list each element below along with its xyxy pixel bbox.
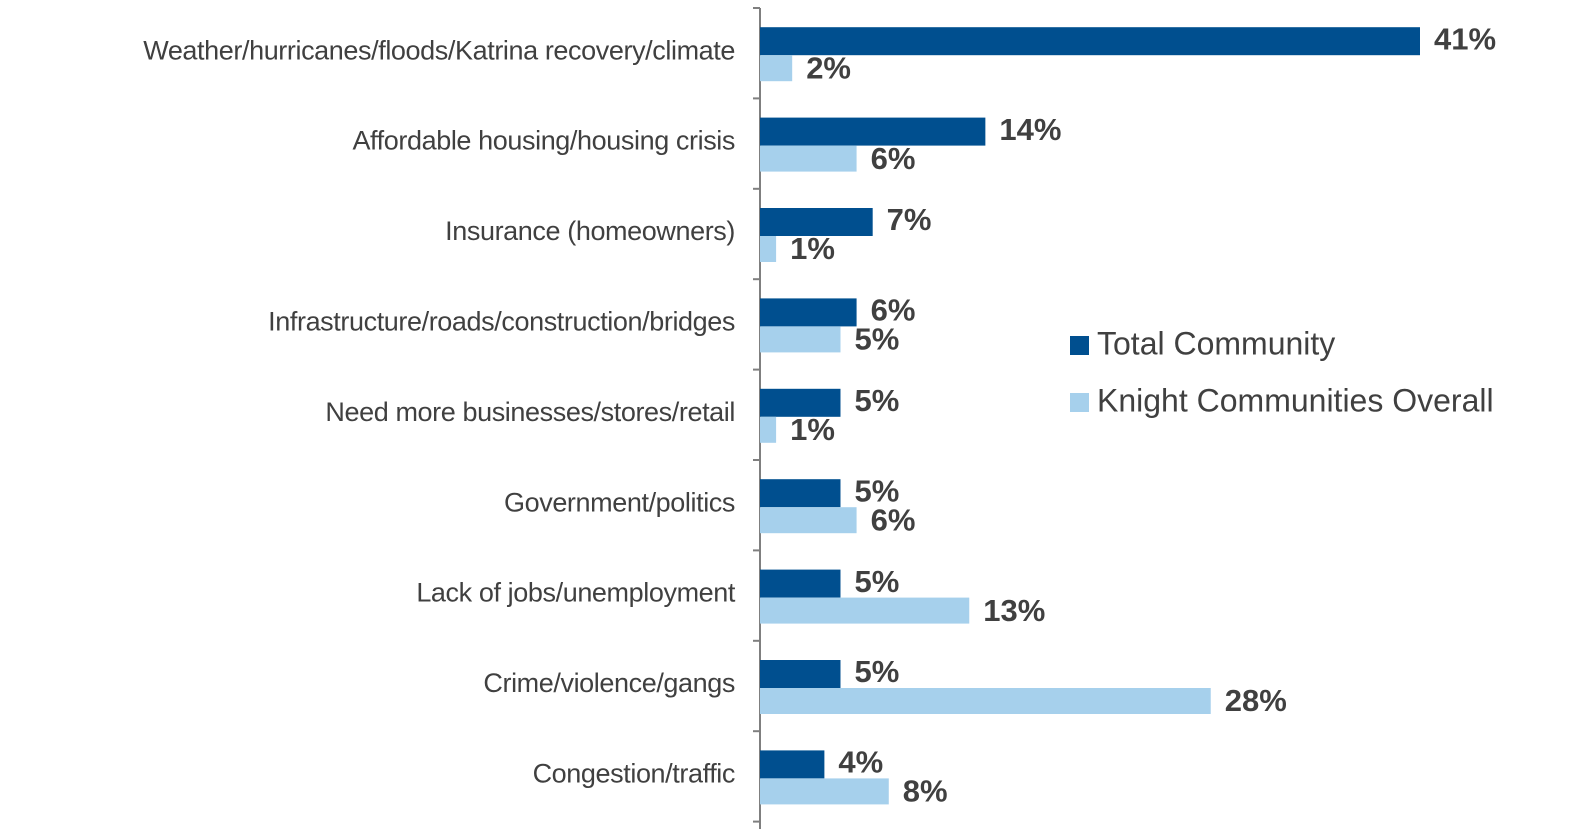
value-label: 5% (854, 564, 899, 599)
bar (760, 117, 986, 146)
category-label: Government/politics (504, 487, 735, 517)
value-label: 5% (854, 383, 899, 418)
value-label: 8% (903, 774, 948, 809)
bar (760, 569, 841, 598)
category-label: Affordable housing/housing crisis (352, 126, 735, 156)
bar (760, 507, 857, 534)
category-label: Congestion/traffic (533, 759, 735, 789)
value-label: 2% (806, 50, 851, 85)
bar (760, 27, 1420, 56)
bar (760, 388, 841, 417)
bar (760, 688, 1211, 714)
category-label: Need more businesses/stores/retail (325, 397, 735, 427)
bar (760, 660, 841, 688)
category-label: Crime/violence/gangs (483, 668, 735, 698)
value-label: 1% (790, 412, 835, 447)
legend-swatch (1070, 393, 1089, 412)
bar (760, 750, 825, 779)
bar (760, 298, 857, 327)
category-label: Infrastructure/roads/construction/bridge… (268, 307, 735, 337)
value-label: 13% (983, 593, 1045, 628)
bar (760, 145, 857, 172)
category-label: Insurance (homeowners) (445, 216, 735, 246)
bar (760, 778, 889, 805)
bar (760, 55, 793, 82)
value-label: 4% (838, 745, 883, 780)
value-label: 41% (1434, 21, 1496, 56)
value-label: 6% (871, 141, 916, 176)
value-label: 6% (871, 293, 916, 328)
value-label: 14% (999, 112, 1061, 147)
category-label: Weather/hurricanes/floods/Katrina recove… (143, 35, 735, 65)
legend-label: Knight Communities Overall (1097, 382, 1494, 418)
value-label: 1% (790, 231, 835, 266)
bar (760, 479, 841, 508)
bar (760, 236, 777, 262)
category-label: Lack of jobs/unemployment (416, 578, 736, 608)
bar (760, 326, 841, 353)
legend-label: Total Community (1097, 325, 1335, 361)
legend-swatch (1070, 336, 1089, 355)
value-label: 5% (854, 322, 899, 357)
value-label: 7% (887, 202, 932, 237)
bar (760, 597, 970, 624)
value-label: 6% (871, 502, 916, 537)
value-label: 5% (854, 473, 899, 508)
bar (760, 208, 873, 236)
bar (760, 416, 777, 443)
value-label: 5% (854, 654, 899, 689)
value-label: 28% (1225, 683, 1287, 718)
